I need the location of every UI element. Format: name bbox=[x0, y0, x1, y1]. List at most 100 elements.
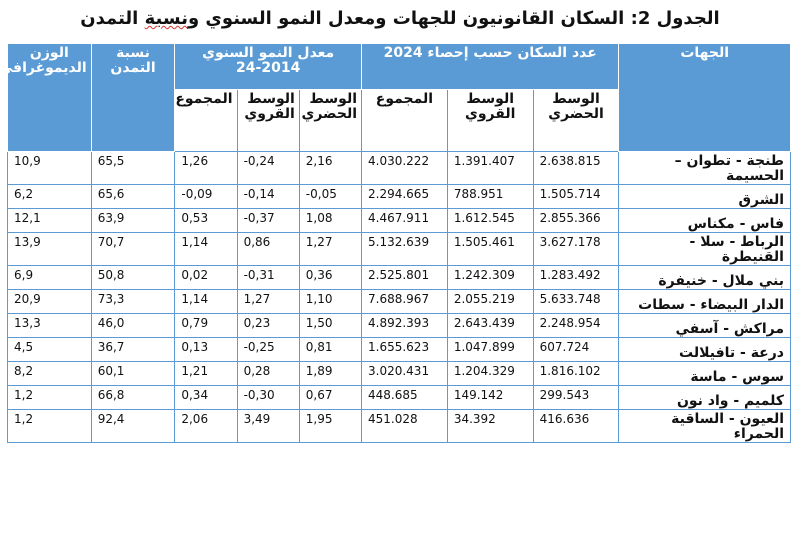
header-growth-group: معدل النمو السنوي 2014-24 bbox=[174, 43, 362, 90]
cell-urban-pct: 50,8 bbox=[90, 265, 176, 290]
region-name: الدار البيضاء - سطات bbox=[618, 289, 791, 314]
cell-pop-total: 4.892.393 bbox=[361, 313, 448, 338]
cell-weight: 13,9 bbox=[7, 232, 92, 266]
cell-pop-rural: 1.204.329 bbox=[446, 361, 534, 386]
table-row: كلميم - واد نون 299.543 149.142 448.685 0,67… bbox=[7, 385, 791, 410]
cell-gr-total: 0,02 bbox=[174, 265, 238, 290]
region-name: بني ملال - خنيفرة bbox=[618, 265, 791, 290]
cell-urban-pct: 36,7 bbox=[90, 337, 176, 362]
cell-pop-rural: 149.142 bbox=[446, 385, 534, 410]
cell-pop-total: 2.525.801 bbox=[361, 265, 448, 290]
table-row: مراكش - آسفي 2.248.954 2.643.439 4.892.393 1… bbox=[7, 313, 791, 338]
cell-urban-pct: 73,3 bbox=[90, 289, 176, 314]
region-name: الرباط - سلا - القنيطرة bbox=[618, 232, 791, 266]
cell-urban-pct: 60,1 bbox=[90, 361, 176, 386]
cell-pop-rural: 34.392 bbox=[446, 409, 534, 443]
cell-gr-total: 1,14 bbox=[174, 232, 238, 266]
cell-pop-urban: 2.855.366 bbox=[532, 208, 620, 233]
cell-gr-urban: 1,10 bbox=[298, 289, 363, 314]
header-urbanization: نسبة التمدن bbox=[90, 43, 176, 152]
cell-gr-urban: 1,08 bbox=[298, 208, 363, 233]
cell-pop-total: 2.294.665 bbox=[361, 184, 448, 209]
cell-urban-pct: 46,0 bbox=[90, 313, 176, 338]
region-name: مراكش - آسفي bbox=[618, 313, 791, 338]
cell-urban-pct: 66,8 bbox=[90, 385, 176, 410]
cell-weight: 12,1 bbox=[7, 208, 92, 233]
cell-gr-rural: -0,31 bbox=[236, 265, 300, 290]
cell-pop-rural: 2.643.439 bbox=[446, 313, 534, 338]
regions-table: الجهات عدد السكان حسب إحصاء 2024 معدل ال… bbox=[0, 43, 791, 443]
cell-gr-rural: -0,30 bbox=[236, 385, 300, 410]
cell-pop-urban: 299.543 bbox=[532, 385, 620, 410]
cell-gr-urban: -0,05 bbox=[298, 184, 363, 209]
title-prefix: الجدول 2: السكان القانونيون للجهات ومعدل… bbox=[187, 8, 720, 29]
region-name: فاس - مكناس bbox=[618, 208, 791, 233]
cell-urban-pct: 65,6 bbox=[90, 184, 176, 209]
cell-weight: 10,9 bbox=[7, 151, 92, 185]
cell-weight: 8,2 bbox=[7, 361, 92, 386]
cell-pop-rural: 2.055.219 bbox=[446, 289, 534, 314]
table-row: درعة - تافيلالت 607.724 1.047.899 1.655.623… bbox=[7, 337, 791, 362]
cell-pop-rural: 1.612.545 bbox=[446, 208, 534, 233]
cell-gr-rural: 0,28 bbox=[236, 361, 300, 386]
cell-pop-urban: 416.636 bbox=[532, 409, 620, 443]
header-pop-rural: الوسط القروي bbox=[446, 89, 534, 152]
region-name: سوس - ماسة bbox=[618, 361, 791, 386]
cell-urban-pct: 63,9 bbox=[90, 208, 176, 233]
cell-gr-urban: 1,95 bbox=[298, 409, 363, 443]
cell-gr-total: -0,09 bbox=[174, 184, 238, 209]
cell-pop-urban: 5.633.748 bbox=[532, 289, 620, 314]
table-row: الرباط - سلا - القنيطرة 3.627.178 1.505.46… bbox=[7, 232, 791, 266]
region-name: طنجة - تطوان – الحسيمة bbox=[618, 151, 791, 185]
cell-gr-total: 0,79 bbox=[174, 313, 238, 338]
cell-gr-rural: 1,27 bbox=[236, 289, 300, 314]
cell-pop-total: 3.020.431 bbox=[361, 361, 448, 386]
table-row: طنجة - تطوان – الحسيمة 2.638.815 1.391.407… bbox=[7, 151, 791, 185]
cell-urban-pct: 92,4 bbox=[90, 409, 176, 443]
cell-gr-rural: 3,49 bbox=[236, 409, 300, 443]
table-row: سوس - ماسة 1.816.102 1.204.329 3.020.431 1,8… bbox=[7, 361, 791, 386]
cell-urban-pct: 65,5 bbox=[90, 151, 176, 185]
cell-gr-total: 0,34 bbox=[174, 385, 238, 410]
table-row: الدار البيضاء - سطات 5.633.748 2.055.219 7.… bbox=[7, 289, 791, 314]
cell-urban-pct: 70,7 bbox=[90, 232, 176, 266]
cell-weight: 13,3 bbox=[7, 313, 92, 338]
cell-pop-urban: 1.505.714 bbox=[532, 184, 620, 209]
cell-pop-urban: 2.248.954 bbox=[532, 313, 620, 338]
cell-pop-total: 4.030.222 bbox=[361, 151, 448, 185]
cell-gr-urban: 0,81 bbox=[298, 337, 363, 362]
cell-gr-rural: -0,37 bbox=[236, 208, 300, 233]
cell-gr-total: 2,06 bbox=[174, 409, 238, 443]
cell-weight: 6,2 bbox=[7, 184, 92, 209]
header-pop-urban: الوسط الحضري bbox=[532, 89, 620, 152]
header-growth-rural: الوسط القروي bbox=[236, 89, 300, 152]
title-suffix: التمدن bbox=[80, 8, 145, 29]
cell-weight: 4,5 bbox=[7, 337, 92, 362]
header-growth-total: المجموع bbox=[174, 89, 238, 152]
cell-gr-urban: 0,36 bbox=[298, 265, 363, 290]
cell-gr-rural: 0,23 bbox=[236, 313, 300, 338]
cell-gr-total: 1,26 bbox=[174, 151, 238, 185]
cell-pop-total: 5.132.639 bbox=[361, 232, 448, 266]
region-name: كلميم - واد نون bbox=[618, 385, 791, 410]
table-row: بني ملال - خنيفرة 1.283.492 1.242.309 2.525… bbox=[7, 265, 791, 290]
table-title: الجدول 2: السكان القانونيون للجهات ومعدل… bbox=[0, 8, 800, 29]
cell-gr-rural: -0,25 bbox=[236, 337, 300, 362]
cell-gr-total: 1,21 bbox=[174, 361, 238, 386]
cell-pop-total: 451.028 bbox=[361, 409, 448, 443]
header-growth-urban: الوسط الحضري bbox=[298, 89, 363, 152]
cell-pop-rural: 1.047.899 bbox=[446, 337, 534, 362]
cell-gr-urban: 1,27 bbox=[298, 232, 363, 266]
cell-pop-urban: 2.638.815 bbox=[532, 151, 620, 185]
cell-weight: 1,2 bbox=[7, 385, 92, 410]
cell-pop-total: 4.467.911 bbox=[361, 208, 448, 233]
cell-gr-urban: 1,50 bbox=[298, 313, 363, 338]
region-name: درعة - تافيلالت bbox=[618, 337, 791, 362]
cell-gr-urban: 2,16 bbox=[298, 151, 363, 185]
cell-pop-total: 1.655.623 bbox=[361, 337, 448, 362]
cell-pop-total: 448.685 bbox=[361, 385, 448, 410]
cell-gr-total: 0,13 bbox=[174, 337, 238, 362]
cell-gr-urban: 0,67 bbox=[298, 385, 363, 410]
header-region: الجهات bbox=[618, 43, 791, 152]
cell-pop-urban: 607.724 bbox=[532, 337, 620, 362]
